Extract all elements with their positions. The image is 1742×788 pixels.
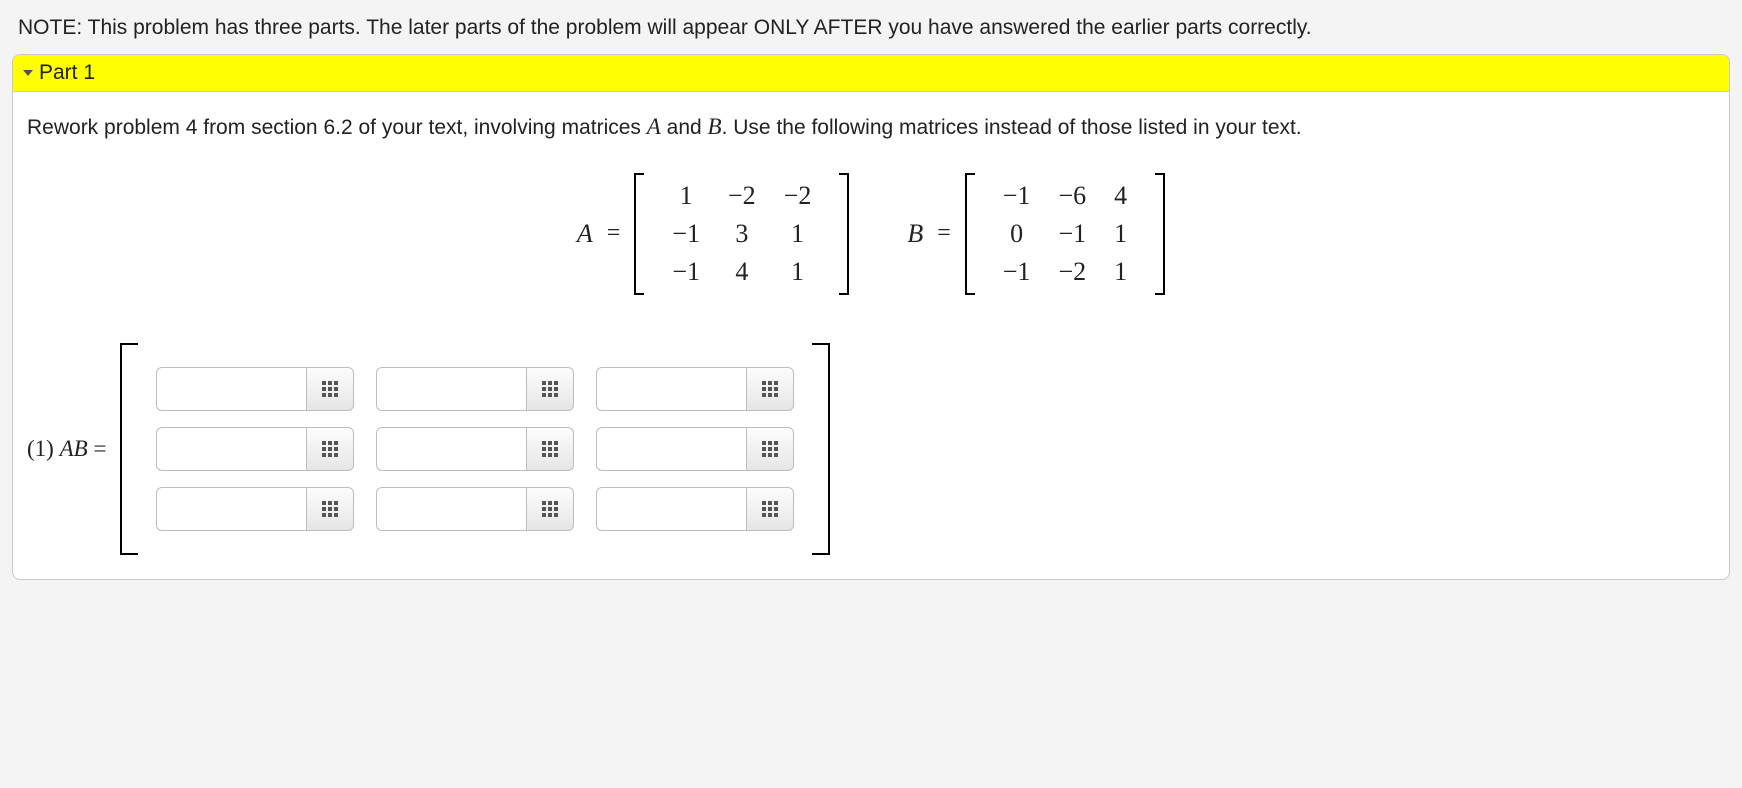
- answer-input[interactable]: [376, 487, 526, 531]
- answer-input[interactable]: [156, 487, 306, 531]
- answer-input[interactable]: [376, 367, 526, 411]
- equation-editor-button[interactable]: [746, 367, 794, 411]
- matrix-a-wrap: A = 1−2−2−131−141: [577, 173, 849, 295]
- problem-prompt: Rework problem 4 from section 6.2 of you…: [27, 110, 1715, 145]
- matrix-b-label: B: [907, 219, 923, 249]
- matrix-a-label: A: [577, 219, 593, 249]
- answer-grid: [138, 343, 812, 555]
- matrix-cell: 1: [658, 177, 714, 215]
- answer-cell: [156, 367, 354, 411]
- matrix-b-wrap: B = −1−640−11−1−21: [907, 173, 1165, 295]
- prompt-suffix: . Use the following matrices instead of …: [722, 116, 1302, 139]
- keypad-icon: [542, 501, 558, 517]
- var-a: A: [647, 114, 661, 139]
- chevron-down-icon: [23, 70, 33, 76]
- answer-label: (1) AB =: [27, 436, 110, 462]
- part1-body: Rework problem 4 from section 6.2 of you…: [13, 92, 1729, 579]
- equation-editor-button[interactable]: [746, 427, 794, 471]
- equation-editor-button[interactable]: [526, 367, 574, 411]
- answer-cell: [376, 427, 574, 471]
- keypad-icon: [762, 381, 778, 397]
- answer-label-eq: =: [88, 436, 107, 461]
- keypad-icon: [542, 441, 558, 457]
- keypad-icon: [542, 381, 558, 397]
- matrix-cell: −1: [989, 177, 1045, 215]
- matrix-cell: 1: [1100, 253, 1141, 291]
- bracket-left: [120, 343, 138, 555]
- matrix-cell: −2: [714, 177, 770, 215]
- answer-row: (1) AB =: [27, 343, 1715, 555]
- matrix-cell: −1: [989, 253, 1045, 291]
- bracket-right: [1155, 173, 1165, 295]
- equals-sign: =: [933, 220, 955, 247]
- answer-input[interactable]: [156, 367, 306, 411]
- keypad-icon: [322, 441, 338, 457]
- matrix-b: −1−640−11−1−21: [965, 173, 1165, 295]
- matrix-cell: −6: [1044, 177, 1100, 215]
- matrix-b-grid: −1−640−11−1−21: [975, 173, 1155, 295]
- equals-sign: =: [603, 220, 625, 247]
- answer-cell: [596, 487, 794, 531]
- answer-cell: [156, 487, 354, 531]
- matrix-cell: 4: [1100, 177, 1141, 215]
- matrix-cell: 0: [989, 215, 1045, 253]
- answer-matrix: [120, 343, 830, 555]
- equation-editor-button[interactable]: [526, 487, 574, 531]
- answer-input[interactable]: [376, 427, 526, 471]
- answer-label-expr: AB: [60, 436, 88, 461]
- prompt-prefix: Rework problem 4 from section 6.2 of you…: [27, 116, 647, 139]
- matrix-cell: 1: [770, 253, 826, 291]
- keypad-icon: [322, 381, 338, 397]
- equation-editor-button[interactable]: [746, 487, 794, 531]
- note-text: NOTE: This problem has three parts. The …: [12, 10, 1730, 54]
- answer-cell: [376, 367, 574, 411]
- bracket-right: [812, 343, 830, 555]
- matrix-cell: 1: [770, 215, 826, 253]
- answer-input[interactable]: [596, 487, 746, 531]
- keypad-icon: [322, 501, 338, 517]
- answer-cell: [376, 487, 574, 531]
- equation-editor-button[interactable]: [526, 427, 574, 471]
- matrices-display: A = 1−2−2−131−141 B = −1−640−11−1−21: [27, 173, 1715, 295]
- matrix-cell: −1: [658, 253, 714, 291]
- matrix-cell: −2: [770, 177, 826, 215]
- matrix-cell: 3: [714, 215, 770, 253]
- matrix-cell: 4: [714, 253, 770, 291]
- answer-cell: [596, 427, 794, 471]
- answer-label-prefix: (1): [27, 436, 60, 461]
- var-b: B: [708, 114, 722, 139]
- matrix-cell: 1: [1100, 215, 1141, 253]
- equation-editor-button[interactable]: [306, 367, 354, 411]
- matrix-a-grid: 1−2−2−131−141: [644, 173, 839, 295]
- matrix-cell: −2: [1044, 253, 1100, 291]
- answer-input[interactable]: [156, 427, 306, 471]
- equation-editor-button[interactable]: [306, 487, 354, 531]
- keypad-icon: [762, 501, 778, 517]
- part1-panel: Part 1 Rework problem 4 from section 6.2…: [12, 54, 1730, 580]
- matrix-a: 1−2−2−131−141: [634, 173, 849, 295]
- bracket-left: [634, 173, 644, 295]
- part1-header-label: Part 1: [39, 61, 95, 85]
- answer-cell: [156, 427, 354, 471]
- equation-editor-button[interactable]: [306, 427, 354, 471]
- prompt-mid: and: [661, 116, 708, 139]
- matrix-cell: −1: [658, 215, 714, 253]
- bracket-right: [839, 173, 849, 295]
- answer-input[interactable]: [596, 427, 746, 471]
- answer-input[interactable]: [596, 367, 746, 411]
- keypad-icon: [762, 441, 778, 457]
- bracket-left: [965, 173, 975, 295]
- answer-cell: [596, 367, 794, 411]
- part1-header[interactable]: Part 1: [13, 55, 1729, 92]
- matrix-cell: −1: [1044, 215, 1100, 253]
